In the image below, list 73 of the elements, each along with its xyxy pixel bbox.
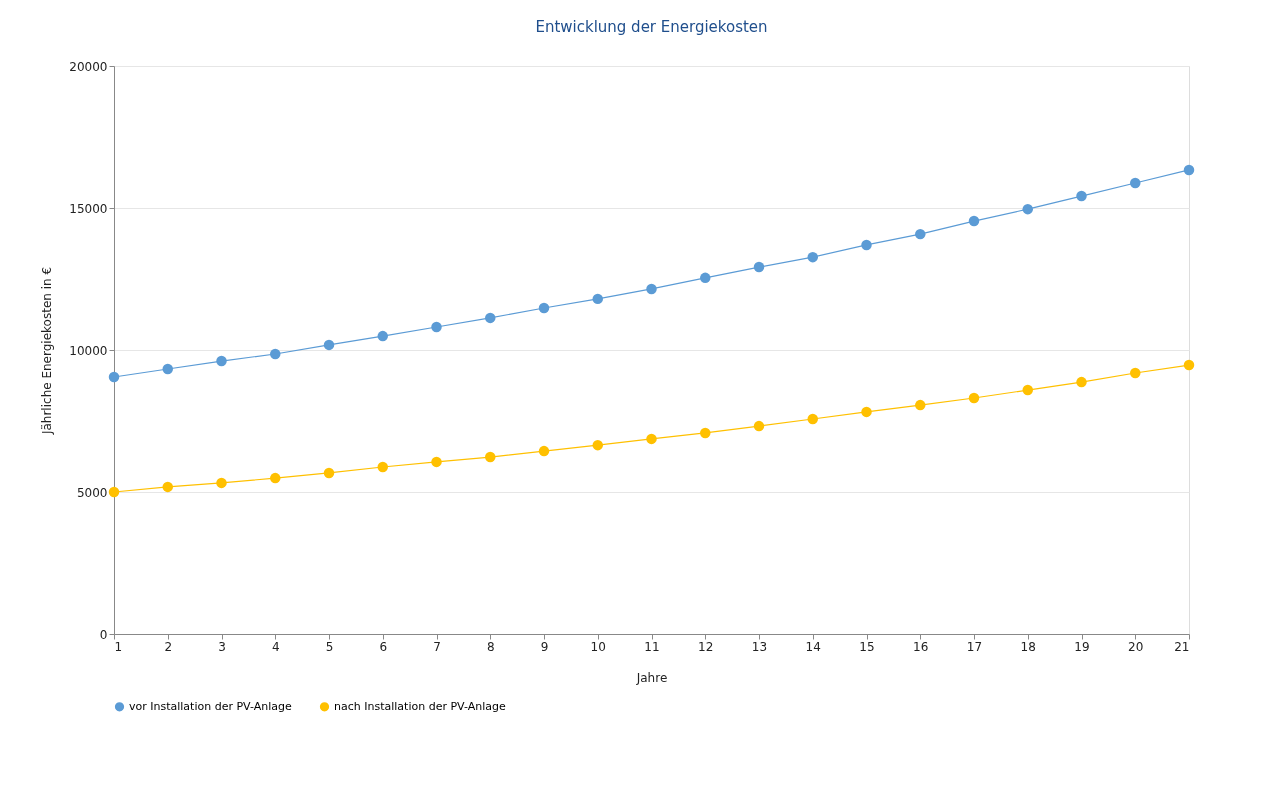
x-tick-label: 2 (164, 639, 173, 654)
point (431, 456, 442, 468)
point (1183, 359, 1195, 371)
point (807, 251, 818, 263)
point (377, 330, 388, 342)
point (592, 439, 603, 451)
point (1022, 384, 1033, 396)
x-tick-label: 13 (751, 639, 768, 654)
x-tick-label: 15 (859, 639, 875, 654)
x-tick-label: 20 (1128, 639, 1144, 654)
point (108, 486, 120, 498)
point (592, 293, 603, 305)
point (323, 339, 335, 351)
point (108, 371, 120, 383)
point (807, 413, 818, 425)
x-tick-label: 14 (805, 639, 821, 654)
point (915, 228, 926, 240)
point (968, 215, 980, 227)
x-tick-label: 7 (433, 639, 441, 654)
x-tick-label: 19 (1074, 639, 1090, 654)
point (968, 392, 980, 404)
point (270, 472, 281, 484)
x-tick-label: 5 (325, 639, 334, 654)
point (1130, 177, 1141, 189)
point (753, 261, 765, 273)
point (1130, 367, 1141, 379)
point (1076, 190, 1087, 202)
y-tick-label: 10000 (69, 343, 108, 358)
point (646, 433, 657, 445)
x-tick-label: 18 (1020, 639, 1036, 654)
x-tick-label: 11 (644, 639, 660, 654)
point (485, 312, 496, 324)
y-tick-label: 5000 (76, 485, 108, 500)
legend-label: nach Installation der PV-Anlage (334, 699, 506, 713)
point (216, 477, 227, 489)
point (1183, 164, 1195, 176)
point (162, 363, 173, 375)
legend-label: vor Installation der PV-Anlage (129, 699, 292, 713)
point (270, 348, 281, 360)
chart-title: Entwicklung der Energiekosten (535, 18, 768, 36)
x-tick-label: 3 (218, 639, 226, 654)
point (485, 451, 496, 463)
point (915, 399, 926, 411)
y-tick-label: 20000 (69, 59, 108, 74)
x-tick-label: 12 (698, 639, 714, 654)
x-tick-label: 8 (486, 639, 495, 654)
x-tick-label: 9 (540, 639, 549, 654)
point (646, 283, 657, 295)
point (216, 355, 227, 367)
point (861, 406, 872, 418)
point (700, 427, 711, 439)
point (753, 420, 765, 432)
y-tick-label: 15000 (69, 201, 108, 216)
x-tick-label: 1 (114, 639, 123, 654)
x-axis-title: Jahre (635, 670, 668, 685)
x-tick-label: 17 (966, 639, 983, 654)
point (162, 481, 173, 493)
x-tick-label: 4 (271, 639, 280, 654)
x-tick-label: 6 (379, 639, 388, 654)
x-tick-label: 21 (1174, 639, 1190, 654)
point (861, 239, 872, 251)
x-tick-label: 16 (913, 639, 929, 654)
point (1022, 203, 1033, 215)
point (377, 461, 388, 473)
point (1076, 376, 1087, 388)
point (431, 321, 442, 333)
y-axis-title: Jährliche Energiekosten in € (40, 266, 55, 436)
point (323, 467, 335, 479)
y-tick-label: 0 (99, 627, 108, 642)
point (538, 302, 550, 314)
x-tick-label: 10 (590, 639, 606, 654)
point (700, 272, 711, 284)
point (538, 445, 550, 457)
